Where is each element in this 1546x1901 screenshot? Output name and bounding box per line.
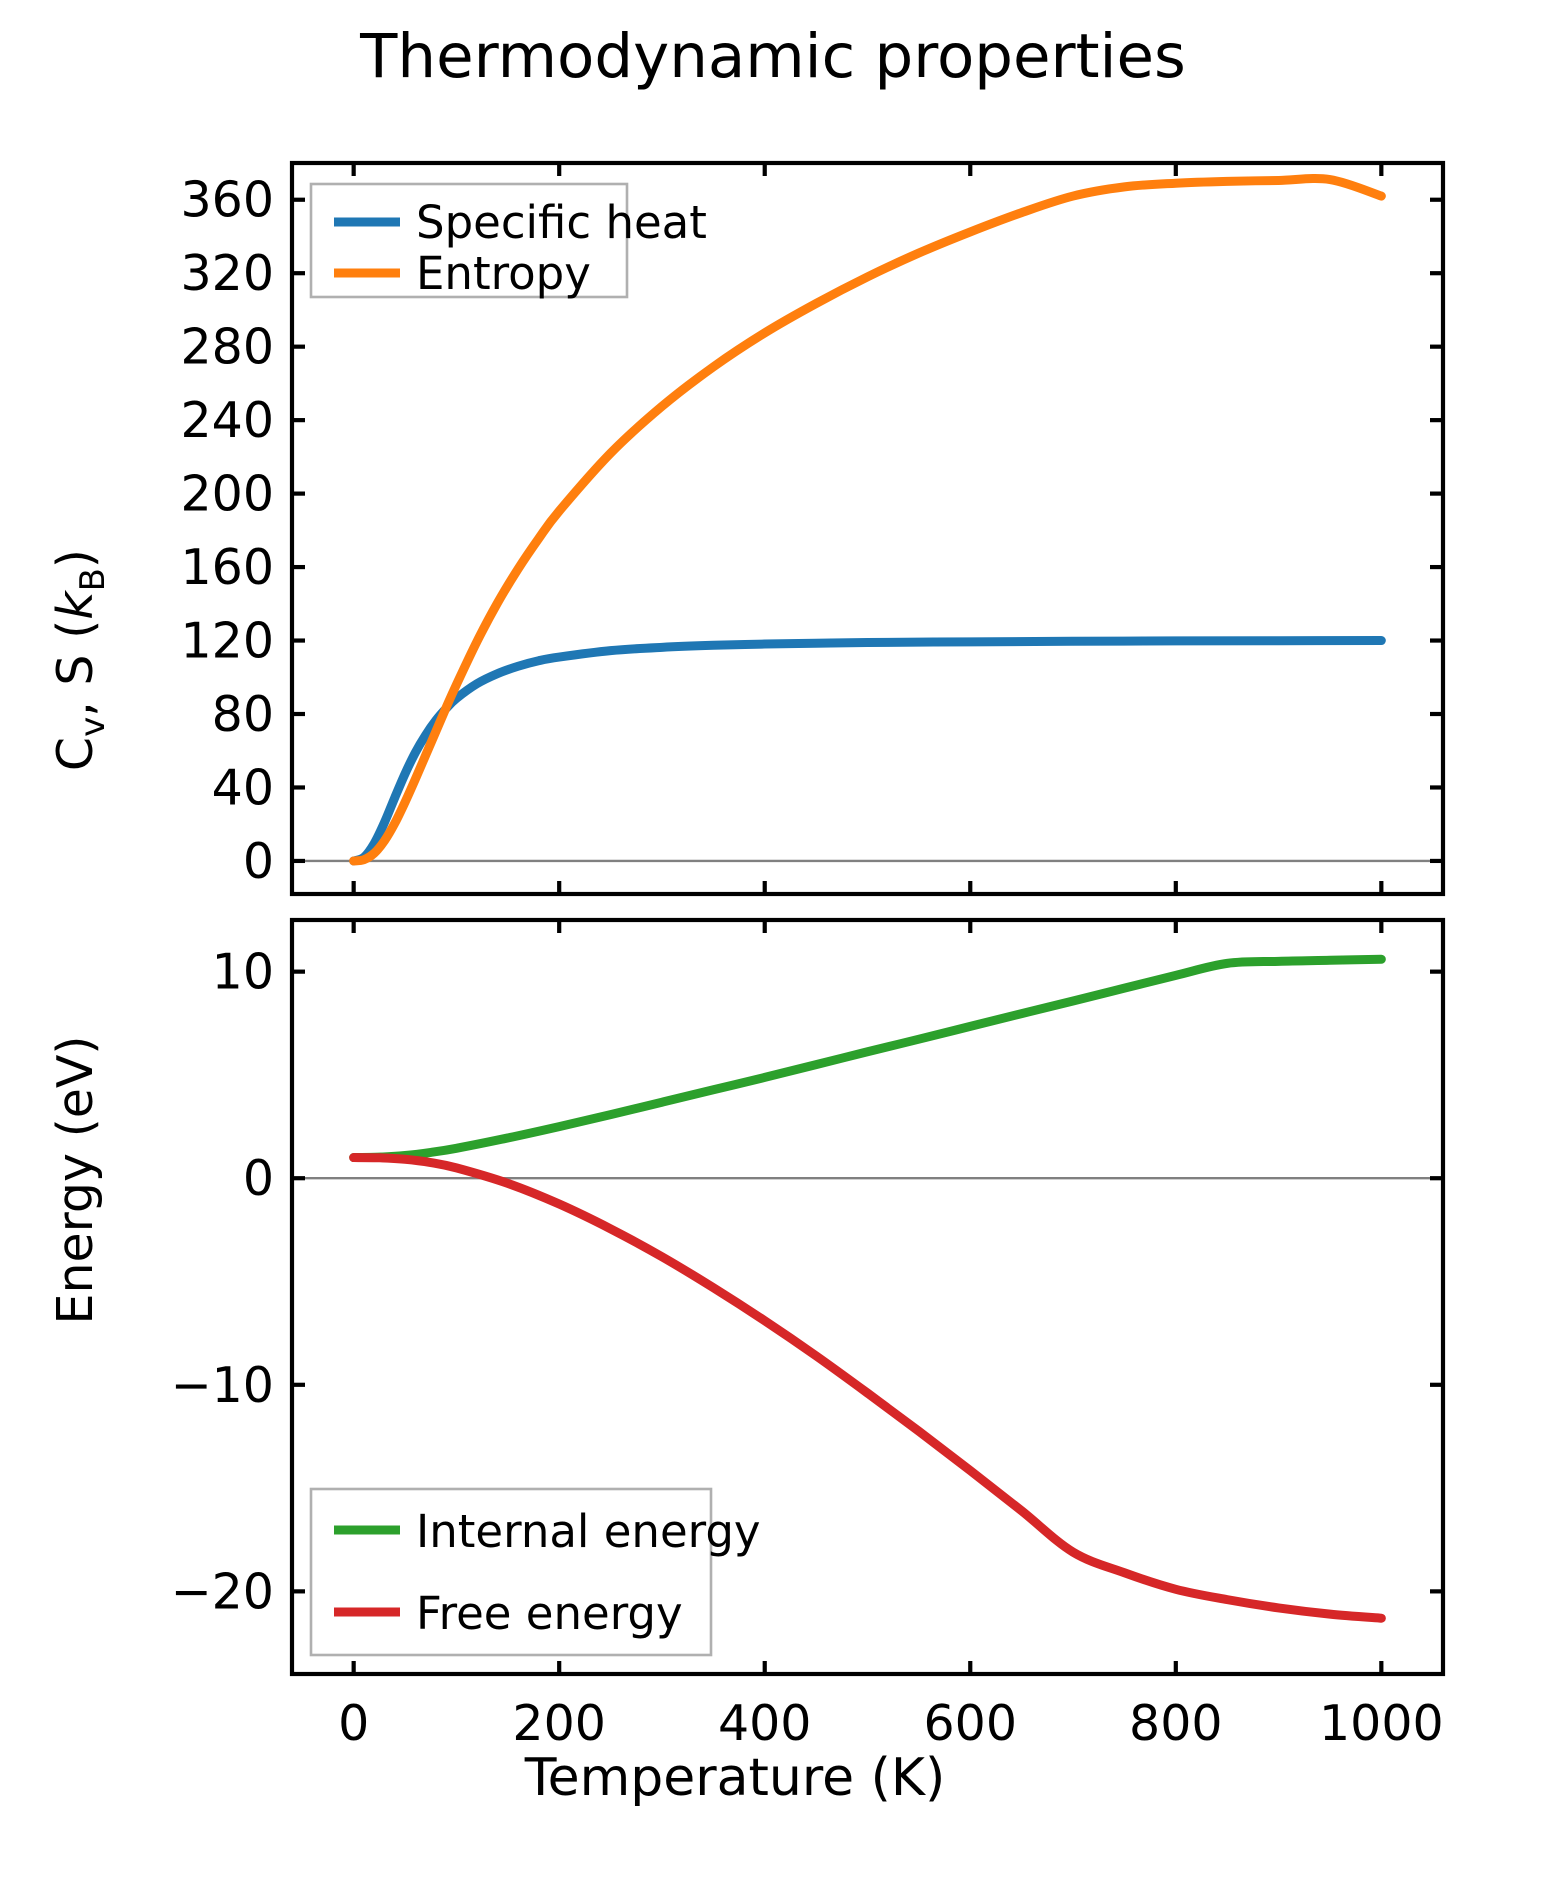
figure-canvas: Thermodynamic properties 040801201602002… [0,0,1546,1901]
x-axis-label: Temperature (K) [524,1748,946,1808]
bottom-legend-label-internal-energy: Internal energy [416,1505,761,1558]
top-y-tick-labels: 0 40 80 120 160 200 240 280 320 360 [180,172,274,890]
bottom-x-tick-labels: 0 200 400 600 800 1000 [338,1695,1444,1752]
bottom-legend[interactable]: Internal energy Free energy [311,1489,761,1655]
top-y-tick-label-9: 360 [180,172,274,229]
chart-svg: 0 40 80 120 160 200 240 280 320 360 Cv, S (kB) Sp… [0,0,1546,1901]
bottom-y-tick-label-1: −10 [171,1357,274,1414]
bottom-y-tick-labels: −20 −10 0 10 [171,944,274,1621]
top-y-tick-label-2: 80 [212,686,274,743]
top-panel: 0 40 80 120 160 200 240 280 320 360 Cv, S (kB) Sp… [47,163,1443,894]
top-y-tick-label-6: 240 [180,392,274,449]
top-y-tick-label-1: 40 [212,759,274,816]
top-y-tick-label-0: 0 [243,833,274,890]
x-tick-label-4: 800 [1129,1695,1223,1752]
bottom-y-tick-label-2: 0 [243,1150,274,1207]
top-y-tick-label-7: 280 [180,319,274,376]
top-y-tick-label-3: 120 [180,613,274,670]
series-specific-heat [354,641,1382,861]
top-legend-label-entropy: Entropy [416,247,591,300]
top-y-tick-label-8: 320 [180,245,274,302]
bottom-y-tick-label-0: −20 [171,1563,274,1620]
bottom-panel: −20−10010 02004006008001000 Energy (eV) … [47,920,1444,1808]
bottom-y-axis-label: Energy (eV) [47,1035,104,1324]
x-tick-label-1: 200 [512,1695,606,1752]
bottom-legend-label-free-energy: Free energy [416,1587,683,1640]
series-internal-energy [354,959,1382,1157]
top-y-tick-label-4: 160 [180,539,274,596]
x-tick-label-5: 1000 [1319,1695,1444,1752]
x-tick-label-0: 0 [338,1695,369,1752]
top-y-tick-label-5: 200 [180,466,274,523]
x-tick-label-2: 400 [718,1695,812,1752]
top-legend-label-specific-heat: Specific heat [416,196,707,249]
bottom-y-tick-label-3: 10 [212,944,274,1001]
top-legend[interactable]: Specific heat Entropy [311,184,707,300]
x-tick-label-3: 600 [924,1695,1018,1752]
top-y-axis-label: Cv, S (kB) [47,549,113,771]
